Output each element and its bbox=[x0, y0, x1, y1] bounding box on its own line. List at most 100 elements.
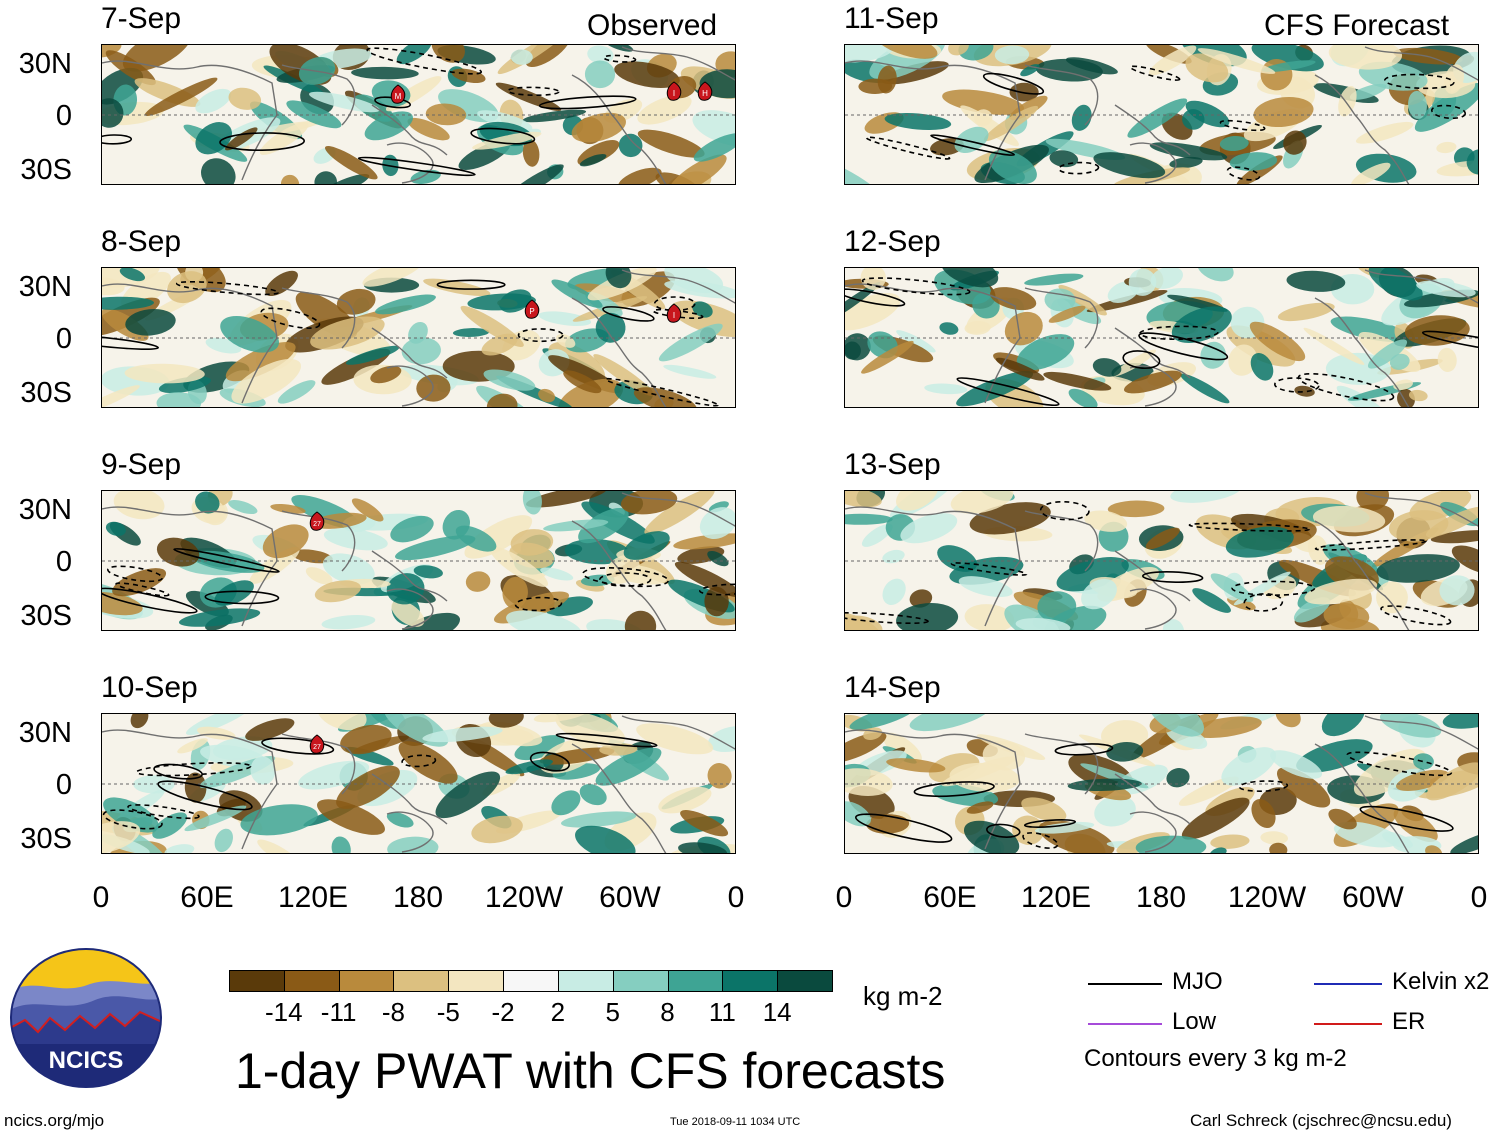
mjo-contour bbox=[1238, 780, 1289, 792]
anomaly-blob bbox=[983, 105, 1039, 142]
anomaly-blob bbox=[325, 146, 378, 180]
anomaly-blob bbox=[949, 762, 1020, 793]
anomaly-blob bbox=[391, 600, 425, 627]
anomaly-blob bbox=[1368, 268, 1423, 301]
anomaly-blob bbox=[1393, 379, 1413, 391]
anomaly-blob bbox=[1286, 270, 1346, 292]
anomaly-blob bbox=[1355, 121, 1414, 144]
colorbar-swatch bbox=[777, 970, 833, 992]
anomaly-blob bbox=[351, 66, 419, 80]
colorbar-swatch bbox=[722, 970, 779, 992]
anomaly-blob bbox=[298, 760, 370, 790]
mjo-contour bbox=[950, 562, 1028, 576]
anomaly-blob bbox=[875, 45, 938, 59]
panel-date-label: 8-Sep bbox=[101, 225, 182, 258]
anomaly-blob bbox=[940, 268, 999, 288]
anomaly-blob bbox=[1253, 96, 1314, 128]
anomaly-blob bbox=[370, 365, 402, 384]
anomaly-blob bbox=[310, 316, 385, 350]
mjo-contour bbox=[1219, 119, 1266, 132]
legend-label: Kelvin x2 bbox=[1392, 968, 1490, 995]
anomaly-blob bbox=[1128, 268, 1157, 296]
anomaly-blob bbox=[1044, 288, 1076, 312]
anomaly-blob bbox=[497, 45, 565, 75]
lon-label: 0 bbox=[835, 881, 853, 914]
coastline bbox=[1129, 588, 1177, 630]
coastline bbox=[1114, 104, 1191, 156]
anomaly-blob bbox=[144, 77, 218, 117]
mjo-contour bbox=[986, 823, 1021, 838]
svg-text:I: I bbox=[673, 311, 675, 320]
anomaly-blob bbox=[225, 342, 296, 382]
anomaly-blob bbox=[1004, 311, 1043, 346]
coastline bbox=[1364, 269, 1478, 304]
coastline bbox=[1129, 142, 1177, 184]
coastline bbox=[386, 588, 434, 630]
anomaly-blob bbox=[909, 589, 933, 608]
mjo-contour bbox=[115, 582, 170, 597]
mjo-contour bbox=[173, 547, 280, 573]
anomaly-blob bbox=[526, 491, 607, 508]
anomaly-blob bbox=[455, 525, 497, 552]
coastline bbox=[1129, 811, 1177, 853]
anomaly-blob bbox=[336, 765, 400, 809]
coastline bbox=[1114, 327, 1191, 379]
forecast-header: CFS Forecast bbox=[1264, 9, 1450, 42]
anomaly-blob bbox=[614, 61, 680, 88]
coastline bbox=[386, 365, 434, 407]
anomaly-blob bbox=[900, 513, 958, 544]
anomaly-blob bbox=[584, 60, 616, 89]
coastline bbox=[281, 64, 356, 126]
anomaly-blob bbox=[886, 758, 946, 773]
anomaly-blob bbox=[317, 714, 367, 731]
anomaly-blob bbox=[564, 538, 630, 565]
mjo-contour bbox=[1142, 570, 1204, 584]
anomaly-blob bbox=[1081, 578, 1117, 610]
anomaly-blob bbox=[1389, 353, 1410, 370]
coastline bbox=[102, 729, 278, 850]
anomaly-blob bbox=[124, 363, 205, 384]
mjo-contour bbox=[865, 136, 951, 160]
contours-note: Contours every 3 kg m-2 bbox=[1084, 1045, 1347, 1072]
anomaly-blob bbox=[386, 573, 425, 605]
anomaly-blob bbox=[314, 171, 337, 184]
mjo-contour bbox=[219, 132, 305, 152]
anomaly-blob bbox=[228, 499, 258, 515]
anomaly-blob bbox=[1260, 831, 1288, 845]
anomaly-blob bbox=[195, 88, 232, 114]
anomaly-blob bbox=[861, 523, 893, 547]
anomaly-blob bbox=[489, 546, 549, 587]
anomaly-blob bbox=[1067, 778, 1142, 792]
anomaly-blob bbox=[257, 839, 303, 853]
anomaly-blob bbox=[882, 578, 906, 605]
anomaly-blob bbox=[551, 279, 603, 308]
anomaly-blob bbox=[707, 763, 732, 789]
footer-url: ncics.org/mjo bbox=[4, 1111, 105, 1130]
mjo-contour bbox=[1359, 805, 1454, 832]
anomaly-blob bbox=[845, 491, 882, 508]
anomaly-blob bbox=[305, 567, 333, 585]
lon-label: 180 bbox=[392, 881, 444, 914]
mjo-contour bbox=[102, 809, 163, 830]
anomaly-blob bbox=[1043, 371, 1112, 391]
lat-label: 0 bbox=[55, 546, 72, 578]
anomaly-blob bbox=[680, 810, 729, 837]
lon-label: 60W bbox=[599, 881, 661, 914]
anomaly-blob bbox=[1408, 389, 1428, 402]
anomaly-blob bbox=[1101, 720, 1149, 751]
mjo-contour bbox=[602, 306, 655, 322]
mjo-contour bbox=[1243, 593, 1284, 612]
footer-timestamp: Tue 2018-09-11 1034 UTC bbox=[670, 1116, 801, 1128]
anomaly-blob bbox=[522, 139, 540, 167]
coastline bbox=[102, 60, 278, 181]
anomaly-blob bbox=[1388, 510, 1449, 542]
anomaly-blob bbox=[845, 161, 888, 184]
anomaly-blob bbox=[1414, 82, 1478, 132]
anomaly-blob bbox=[963, 820, 1020, 853]
anomaly-blob bbox=[1436, 141, 1457, 154]
anomaly-blob bbox=[551, 790, 581, 816]
coastline bbox=[621, 715, 735, 750]
anomaly-blob bbox=[214, 580, 254, 606]
map-panel bbox=[101, 713, 736, 854]
coastline bbox=[621, 492, 735, 527]
